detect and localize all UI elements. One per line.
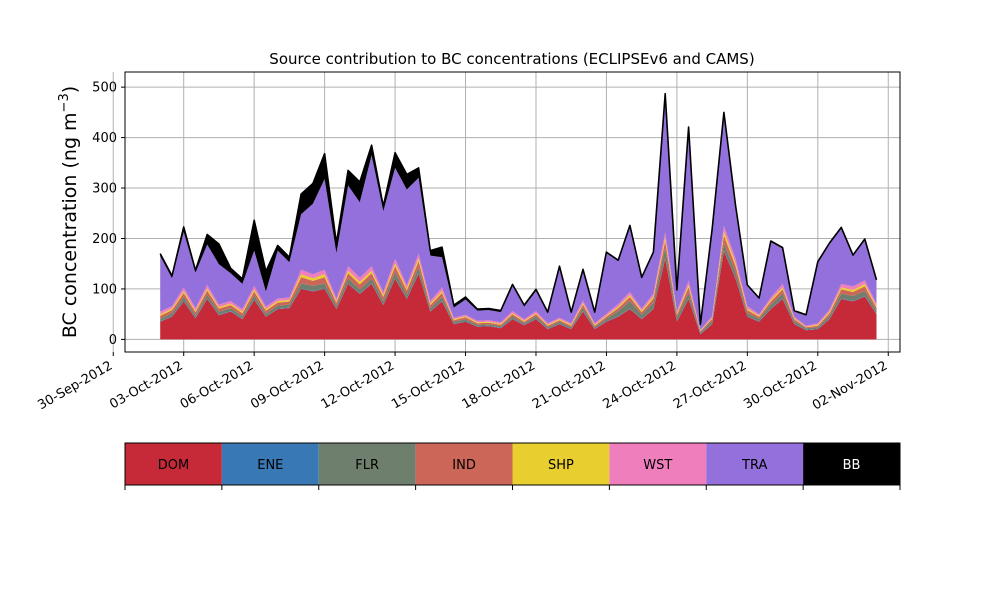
legend-label-ind: IND — [452, 458, 476, 473]
legend-swatch-shp — [512, 443, 610, 485]
x-tick-label: 06-Oct-2012 — [178, 358, 256, 412]
legend-swatch-flr — [318, 443, 416, 485]
legend: DOM ENE FLR IND SHP WST TRA BB — [124, 442, 901, 490]
legend-swatch-tra — [706, 443, 804, 485]
legend-swatch-bb — [803, 443, 900, 485]
chart-title: Source contribution to BC concentrations… — [269, 50, 754, 68]
x-tick-label: 18-Oct-2012 — [460, 358, 538, 412]
x-tick-label: 30-Oct-2012 — [741, 358, 819, 412]
legend-swatch-ind — [415, 443, 513, 485]
x-tick-label: 24-Oct-2012 — [601, 358, 679, 412]
legend-label-shp: SHP — [548, 458, 574, 473]
y-tick-label: 0 — [109, 333, 117, 348]
plot-frame — [124, 71, 901, 353]
area-series-flr — [160, 243, 877, 334]
legend-label-wst: WST — [643, 458, 672, 473]
y-tick-label: 100 — [92, 282, 117, 297]
y-axis-label: BC concentration (ng m−3) — [57, 86, 81, 338]
legend-label-flr: FLR — [355, 458, 379, 473]
y-tick-label: 500 — [92, 81, 117, 96]
y-axis-label-superscript: −3 — [57, 93, 72, 112]
area-series-dom — [160, 251, 877, 340]
x-tick-label: 30-Sep-2012 — [35, 358, 115, 413]
legend-label-bb: BB — [843, 458, 861, 473]
y-tick-label: 400 — [92, 131, 117, 146]
x-tick-label: 27-Oct-2012 — [671, 358, 749, 412]
legend-label-dom: DOM — [158, 458, 189, 473]
y-tick-label: 200 — [92, 232, 117, 247]
legend-swatch-dom — [125, 443, 222, 485]
tick-labels: 0 100 200 300 400 500 30-Sep-201203-Oct-201206… — [35, 81, 890, 414]
x-tick-label: 21-Oct-2012 — [530, 358, 608, 412]
x-tick-label: 15-Oct-2012 — [389, 358, 467, 412]
x-tick-label: 03-Oct-2012 — [107, 358, 185, 412]
area-series-bb — [160, 93, 877, 325]
legend-swatch-wst — [609, 443, 707, 485]
axes — [112, 71, 901, 356]
x-tick-label: 09-Oct-2012 — [248, 358, 326, 412]
legend-label-tra: TRA — [741, 458, 767, 473]
y-tick-label: 300 — [92, 182, 117, 197]
legend-frame — [124, 442, 901, 486]
total-outline — [159, 92, 878, 326]
x-tick-label: 12-Oct-2012 — [319, 358, 397, 412]
area-series-tra — [160, 96, 877, 330]
x-tick-label: 02-Nov-2012 — [810, 358, 890, 413]
legend-label-ene: ENE — [257, 458, 283, 473]
legend-swatch-ene — [221, 443, 319, 485]
stacked-areas — [159, 92, 878, 340]
